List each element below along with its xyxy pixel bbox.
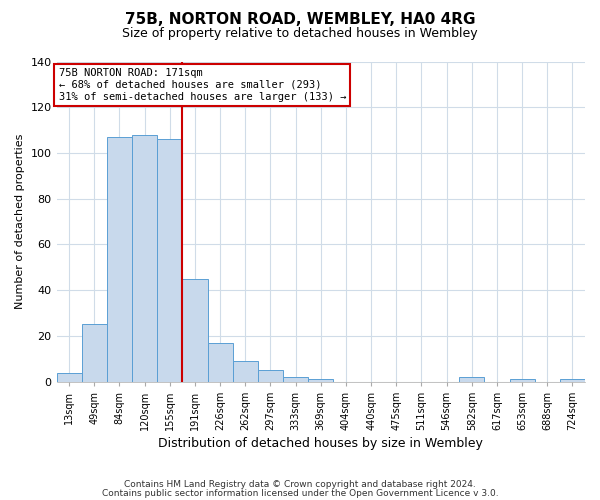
Text: Size of property relative to detached houses in Wembley: Size of property relative to detached ho…	[122, 28, 478, 40]
Text: 75B NORTON ROAD: 171sqm
← 68% of detached houses are smaller (293)
31% of semi-d: 75B NORTON ROAD: 171sqm ← 68% of detache…	[59, 68, 346, 102]
Bar	[107, 137, 132, 382]
Bar	[509, 380, 535, 382]
Bar	[182, 278, 208, 382]
Text: 75B, NORTON ROAD, WEMBLEY, HA0 4RG: 75B, NORTON ROAD, WEMBLEY, HA0 4RG	[125, 12, 475, 28]
Bar	[283, 377, 308, 382]
Bar	[157, 140, 182, 382]
Bar	[459, 377, 484, 382]
X-axis label: Distribution of detached houses by size in Wembley: Distribution of detached houses by size …	[158, 437, 483, 450]
Bar	[56, 372, 82, 382]
Bar	[132, 134, 157, 382]
Bar	[208, 343, 233, 382]
Bar	[258, 370, 283, 382]
Y-axis label: Number of detached properties: Number of detached properties	[15, 134, 25, 310]
Bar	[233, 361, 258, 382]
Text: Contains public sector information licensed under the Open Government Licence v : Contains public sector information licen…	[101, 488, 499, 498]
Bar	[82, 324, 107, 382]
Text: Contains HM Land Registry data © Crown copyright and database right 2024.: Contains HM Land Registry data © Crown c…	[124, 480, 476, 489]
Bar	[308, 380, 334, 382]
Bar	[560, 380, 585, 382]
